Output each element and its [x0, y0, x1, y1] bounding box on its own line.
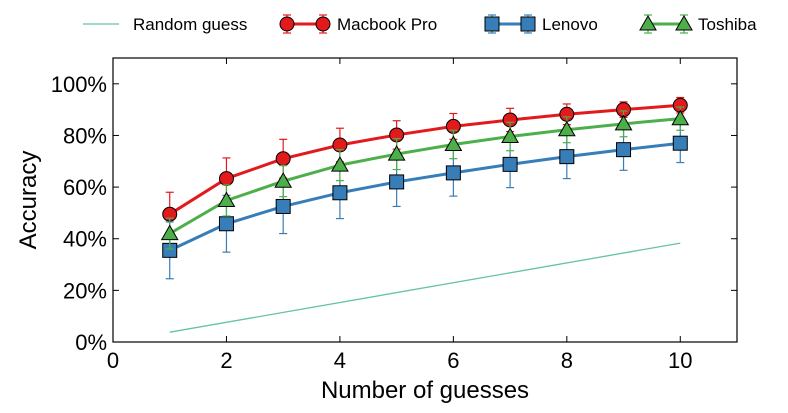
series-random-guess	[169, 242, 681, 333]
data-point-toshiba	[444, 135, 463, 152]
data-point-toshiba	[671, 109, 690, 126]
legend-marker	[315, 16, 331, 32]
data-point-toshiba	[330, 156, 349, 172]
y-axis-title: Accuracy	[15, 151, 42, 250]
data-point-lenovo	[218, 216, 234, 232]
legend: Random guess Macbook Pro Lenovo Toshiba	[83, 14, 757, 34]
data-point-lenovo	[559, 149, 575, 165]
data-point-lenovo	[275, 198, 291, 214]
x-tick-label: 4	[334, 348, 346, 373]
legend-label: Macbook Pro	[337, 15, 437, 34]
data-point-toshiba	[387, 144, 406, 161]
x-tick-label: 6	[447, 348, 459, 373]
data-point-lenovo	[502, 156, 518, 172]
y-tick-label: 40%	[63, 227, 107, 252]
legend-label: Random guess	[133, 15, 247, 34]
series-line-macbook-pro	[168, 103, 681, 216]
series-macbook-pro	[162, 96, 688, 237]
series-line-toshiba	[168, 117, 681, 235]
data-point-toshiba	[614, 114, 633, 131]
data-point-lenovo	[389, 174, 405, 190]
series-toshiba	[160, 106, 690, 250]
legend-item-random-guess: Random guess	[83, 15, 247, 34]
series-line-random-guess	[169, 242, 681, 333]
y-tick-label: 80%	[63, 123, 107, 148]
legend-marker	[639, 14, 657, 31]
x-tick-label: 10	[668, 348, 692, 373]
y-tick-label: 100%	[51, 72, 107, 97]
data-point-toshiba	[160, 224, 179, 241]
legend-label: Toshiba	[698, 15, 757, 34]
legend-label: Lenovo	[542, 15, 598, 34]
x-tick-label: 2	[220, 348, 232, 373]
plot-area-frame	[112, 57, 738, 343]
data-point-toshiba	[217, 191, 236, 208]
series-line-lenovo	[169, 141, 681, 252]
legend-marker	[520, 16, 536, 32]
data-point-lenovo	[616, 142, 632, 158]
data-point-lenovo	[672, 135, 688, 151]
y-tick-label: 0%	[75, 330, 107, 355]
legend-item-macbook-pro: Macbook Pro	[279, 14, 437, 34]
y-tick-label: 20%	[63, 278, 107, 303]
data-point-macbook-pro	[218, 171, 234, 187]
data-point-lenovo	[445, 165, 461, 181]
legend-marker	[484, 16, 500, 32]
legend-marker	[279, 16, 295, 32]
x-axis-title: Number of guesses	[321, 377, 529, 404]
y-tick-label: 60%	[63, 175, 107, 200]
x-tick-label: 0	[107, 348, 119, 373]
data-point-lenovo	[332, 185, 348, 201]
legend-item-toshiba: Toshiba	[639, 14, 757, 34]
legend-marker	[675, 14, 693, 31]
data-point-toshiba	[501, 127, 520, 144]
legend-item-lenovo: Lenovo	[484, 14, 598, 34]
data-point-toshiba	[274, 172, 293, 188]
axis-ticks: 0 2 4 6 8 100%20%40%60%80%100%	[51, 58, 737, 373]
plot-series	[160, 96, 690, 333]
data-point-macbook-pro	[275, 151, 291, 167]
data-point-toshiba	[557, 120, 576, 137]
x-tick-label: 8	[561, 348, 573, 373]
